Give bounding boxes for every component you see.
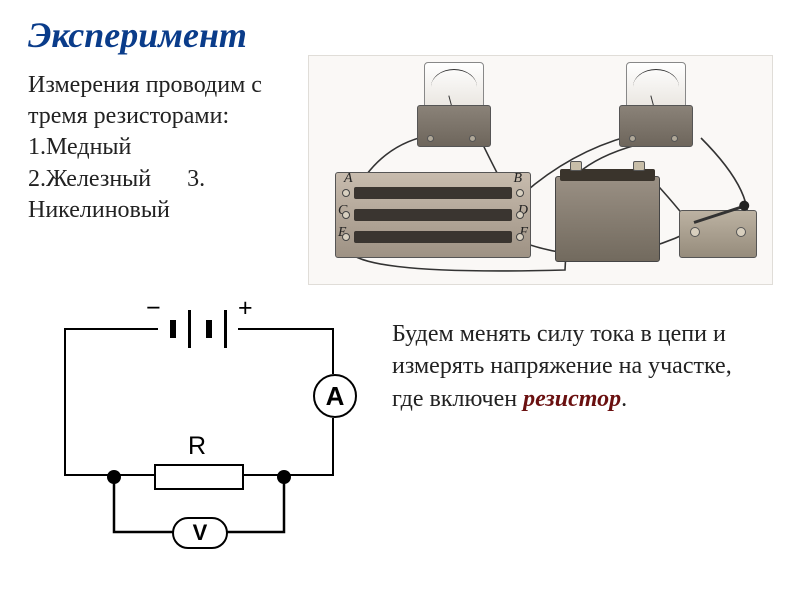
meter-terminal — [629, 135, 636, 142]
intro-lead: Измерения проводим с тремя резисторами: — [28, 72, 262, 129]
meter-right — [611, 62, 701, 147]
intro-item2: 2.Железный — [28, 166, 151, 192]
meter-terminal — [427, 135, 434, 142]
meter-left — [409, 62, 499, 147]
switch-post — [690, 227, 700, 237]
rb-terminal — [342, 211, 350, 219]
switch — [679, 210, 757, 258]
resistor-slot — [354, 231, 512, 243]
battery-post — [570, 161, 582, 171]
body-text: Будем менять силу тока в цепи и измерять… — [392, 318, 752, 415]
voltmeter: V — [172, 517, 228, 549]
resistor-board: A B C D E F — [335, 172, 531, 258]
intro-item1: 1.Медный — [28, 134, 131, 160]
equipment-illustration: A B C D E F — [308, 55, 773, 285]
rb-terminal — [342, 189, 350, 197]
resistor-slot — [354, 187, 512, 199]
rb-label-A: A — [344, 171, 353, 187]
meter-terminal — [469, 135, 476, 142]
battery — [555, 176, 660, 262]
title-text: Эксперимент — [28, 15, 247, 55]
body-emph: резистор — [523, 386, 621, 412]
page-title: Эксперимент — [28, 14, 247, 56]
meter-scale — [431, 69, 477, 87]
rb-terminal — [342, 233, 350, 241]
circuit-schematic: − + A R V — [46, 298, 356, 560]
rb-terminal — [516, 211, 524, 219]
intro-text: Измерения проводим с тремя резисторами: … — [28, 70, 298, 226]
rb-terminal — [516, 189, 524, 197]
resistor-slot — [354, 209, 512, 221]
meter-terminal — [671, 135, 678, 142]
voltmeter-label: V — [193, 520, 208, 546]
rb-label-B: B — [513, 171, 522, 187]
battery-post — [633, 161, 645, 171]
meter-scale — [633, 69, 679, 87]
switch-post — [736, 227, 746, 237]
body-post: . — [621, 386, 627, 412]
rb-terminal — [516, 233, 524, 241]
